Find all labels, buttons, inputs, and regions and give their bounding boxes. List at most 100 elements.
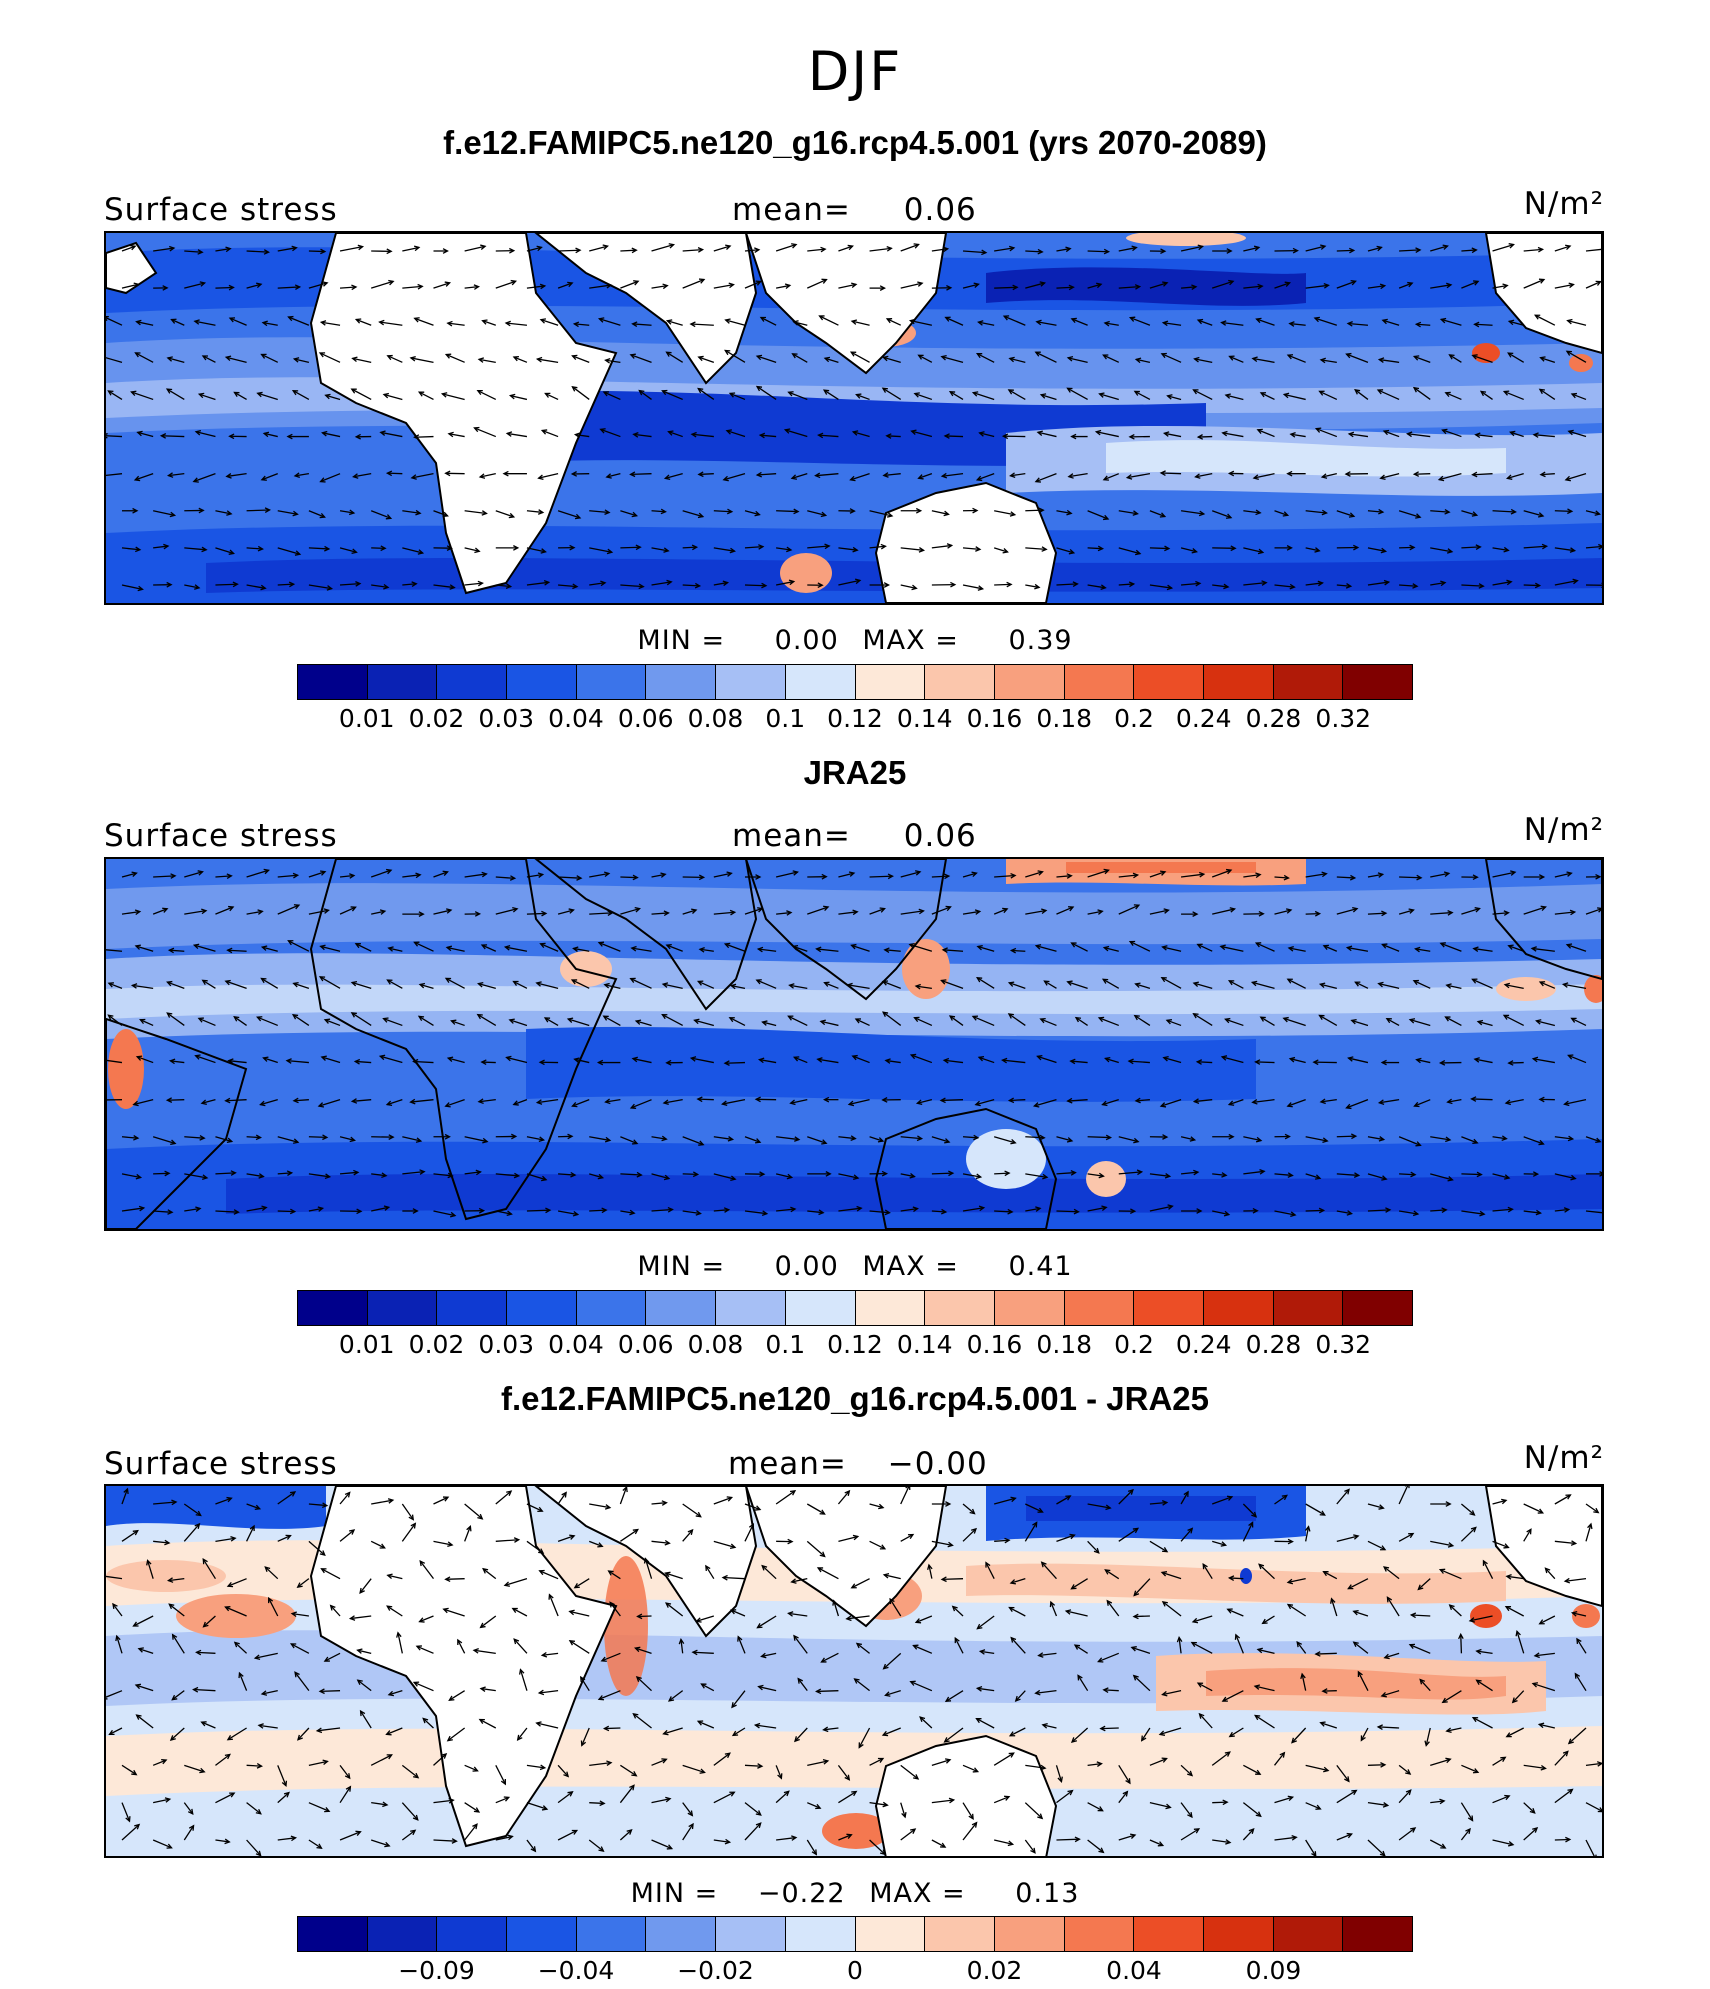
wind-vector-arrow [663,473,683,481]
wind-vector-arrow [557,1534,576,1542]
wind-vector-arrow [385,1099,403,1107]
wind-vector-arrow [744,1171,766,1177]
wind-vector-arrow [776,1835,798,1841]
wind-vector-arrow [619,1784,635,1804]
wind-vector-arrow [1475,1679,1493,1692]
wind-vector-arrow [1503,982,1524,989]
wind-vector-arrow [1007,389,1026,401]
wind-vector-arrow [1399,1171,1417,1178]
wind-vector-arrow [944,316,964,326]
wind-vector-arrow [1103,320,1119,327]
wind-vector-arrow [941,947,964,953]
wind-vector-arrow [479,1615,497,1629]
wind-vector-arrow [495,1210,513,1217]
wind-vector-arrow [1511,1690,1525,1704]
wind-vector-arrow [1160,976,1182,989]
wind-vector-arrow [1118,245,1138,252]
wind-vector-arrow [557,510,582,520]
wind-vector-arrow [900,870,922,878]
wind-vector-arrow [661,389,683,401]
wind-vector-arrow [1585,280,1602,289]
wind-vector-arrow [444,977,465,989]
wind-vector-arrow [1444,1016,1462,1027]
wind-vector-arrow [744,1822,762,1841]
wind-vector-arrow [277,547,302,556]
wind-vector-arrow [783,428,808,438]
wind-vector-arrow [1002,315,1026,326]
wind-vector-arrow [651,579,673,586]
wind-vector-arrow [1367,245,1383,252]
wind-vector-arrow [620,510,639,518]
wind-vector-arrow [697,355,715,363]
wind-vector-arrow [197,1017,216,1027]
wind-vector-arrow [849,473,870,482]
wind-vector-arrow [370,868,393,878]
wind-vector-arrow [943,1727,964,1743]
wind-vector-arrow [107,982,123,989]
wind-vector-arrow [858,1727,871,1749]
wind-vector-arrow [838,1173,860,1180]
wind-vector-arrow [850,319,870,326]
wind-vector-arrow [1286,470,1306,477]
wind-vector-arrow [1430,580,1447,587]
wind-vector-arrow [943,433,964,439]
wind-vector-arrow [183,1503,202,1517]
wind-vector-arrow [1305,580,1324,587]
wind-vector-arrow [731,1727,746,1737]
wind-vector-arrow [371,1801,389,1808]
wind-vector-arrow [931,543,954,549]
wind-vector-arrow [1471,354,1493,363]
wind-vector-arrow [1211,510,1233,519]
colorbar-tick-label: 0.06 [617,704,674,733]
colorbar-box [298,665,368,699]
wind-vector-arrow [883,947,901,954]
wind-vector-arrow [1194,473,1213,479]
wind-vector-arrow [1492,1794,1511,1804]
colorbar-tick-label: 0 [847,1956,863,1985]
wind-vector-arrow [159,433,185,439]
wind-vector-arrow [914,1615,933,1624]
wind-vector-arrow [1025,1503,1044,1513]
wind-vector-arrow [171,1690,185,1701]
wind-vector-arrow [823,356,839,363]
wind-vector-arrow [165,388,185,401]
panel-2-units: N/m² [1523,812,1604,848]
wind-vector-arrow [940,472,964,479]
wind-vector-arrow [1252,473,1275,480]
wind-vector-arrow [168,1058,185,1065]
wind-vector-arrow [1254,1059,1275,1065]
wind-vector-arrow [1242,1802,1262,1818]
wind-vector-arrow [1036,430,1057,438]
wind-vector-arrow [1025,281,1047,289]
wind-vector-arrow [121,871,138,878]
wind-vector-arrow [183,1824,195,1841]
wind-vector-arrow [776,508,800,515]
wind-vector-arrow [257,1723,278,1729]
colorbar-tick-label: 0.04 [548,1330,604,1359]
wind-vector-arrow [192,943,216,952]
wind-vector-arrow [308,584,334,591]
colorbar-box [1203,1291,1274,1325]
wind-vector-arrow [225,473,247,479]
wind-vector-arrow [371,909,387,915]
wind-vector-arrow [838,1833,853,1841]
wind-vector-arrow [535,1721,559,1729]
colorbar-box [994,1917,1065,1951]
wind-vector-arrow [775,1765,783,1780]
wind-vector-arrow [602,1725,621,1732]
wind-vector-arrow [1350,1018,1369,1027]
wind-vector-arrow [1196,1682,1213,1692]
wind-vector-arrow [978,1649,995,1655]
wind-vector-arrow [792,1056,808,1064]
wind-vector-arrow [339,1491,351,1505]
wind-vector-arrow [790,473,808,480]
wind-vector-arrow [1034,351,1057,363]
wind-vector-arrow [277,1835,298,1842]
wind-vector-arrow [495,1490,513,1505]
wind-vector-arrow [202,1615,216,1628]
wind-vector-arrow [1533,314,1556,326]
wind-vector-arrow [538,1569,559,1580]
wind-vector-arrow [994,1839,1015,1847]
wind-vector-arrow [869,1540,887,1550]
wind-vector-arrow [495,1172,521,1179]
